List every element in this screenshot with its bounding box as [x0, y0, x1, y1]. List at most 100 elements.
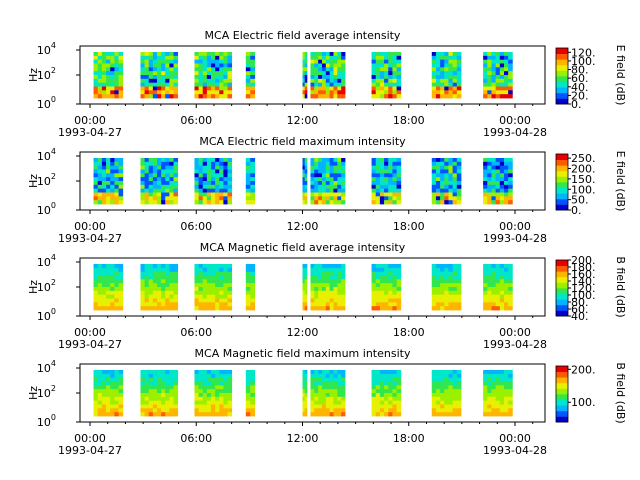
spectrogram-cell — [452, 86, 458, 91]
spectrogram-cell — [215, 267, 220, 273]
spectrogram-cell — [341, 86, 346, 91]
spectrogram-cell — [379, 196, 385, 201]
spectrogram-cell — [152, 412, 158, 417]
spectrogram-cell — [329, 55, 334, 61]
spectrogram-cell — [371, 173, 377, 178]
spectrogram-cell — [304, 283, 308, 288]
spectrogram-cell — [329, 52, 334, 57]
spectrogram-cell — [325, 370, 331, 375]
spectrogram-cell — [302, 306, 306, 311]
spectrogram-cell — [318, 298, 323, 303]
spectrogram-cell — [508, 86, 513, 91]
spectrogram-cell — [396, 264, 402, 269]
spectrogram-cell — [371, 404, 377, 409]
colorbar-label: B field (dB) — [614, 256, 627, 317]
spectrogram-cell — [431, 94, 437, 99]
spectrogram-cell — [504, 302, 509, 307]
spectrogram-cell — [144, 71, 150, 76]
spectrogram-cell — [169, 71, 174, 76]
spectrogram-cell — [114, 389, 119, 394]
colorbar-segment — [556, 309, 568, 311]
spectrogram-cell — [508, 306, 513, 311]
spectrogram-cell — [106, 385, 111, 390]
spectrogram-cell — [499, 412, 505, 417]
spectrogram-cell — [144, 290, 150, 296]
spectrogram-cell — [114, 200, 119, 205]
spectrogram-cell — [371, 82, 377, 87]
spectrogram-cell — [194, 188, 200, 193]
spectrogram-cell — [491, 370, 497, 375]
spectrogram-cell — [440, 287, 445, 292]
spectrogram-cell — [215, 52, 220, 57]
spectrogram-cell — [245, 59, 251, 64]
spectrogram-cell — [194, 373, 200, 379]
spectrogram-cell — [223, 370, 228, 375]
spectrogram-cell — [169, 196, 174, 201]
spectrogram-cell — [396, 184, 402, 190]
spectrogram-cell — [223, 396, 228, 402]
spectrogram-cell — [341, 275, 346, 280]
xtick-label: 18:00 — [393, 432, 425, 445]
spectrogram-cell — [110, 75, 115, 80]
colorbar-tick-label: 120. — [571, 282, 596, 295]
spectrogram-cell — [392, 381, 397, 386]
spectrogram-cell — [219, 184, 224, 190]
spectrogram-cell — [304, 161, 308, 167]
spectrogram-cell — [435, 192, 441, 197]
spectrogram-cell — [194, 408, 200, 413]
spectrogram-cell — [198, 86, 204, 91]
spectrogram-cell — [318, 169, 323, 174]
spectrogram-cell — [152, 404, 158, 409]
spectrogram-cell — [152, 161, 158, 167]
spectrogram-cell — [93, 75, 99, 80]
spectrogram-cell — [333, 165, 338, 170]
spectrogram-cell — [318, 404, 323, 409]
spectrogram-cell — [396, 158, 402, 163]
spectrogram-cell — [101, 161, 107, 167]
spectrogram-cell — [318, 78, 323, 84]
spectrogram-cell — [325, 400, 331, 405]
spectrogram-cell — [435, 75, 441, 80]
spectrogram-cell — [508, 412, 513, 417]
colorbar-segment — [556, 388, 568, 391]
spectrogram-cell — [206, 404, 212, 409]
xtick-label: 00:00 — [499, 220, 531, 233]
spectrogram-cell — [161, 377, 166, 382]
spectrogram-cell — [223, 408, 228, 413]
spectrogram-cell — [504, 94, 509, 99]
spectrogram-cell — [375, 71, 381, 76]
spectrogram-cell — [194, 267, 200, 273]
spectrogram-cell — [456, 264, 462, 269]
spectrogram-cell — [337, 52, 342, 57]
spectrogram-cell — [219, 302, 224, 307]
spectrogram-cell — [211, 400, 216, 405]
spectrogram-cell — [219, 408, 224, 413]
spectrogram-cell — [101, 86, 107, 91]
spectrogram-cell — [161, 55, 166, 61]
spectrogram-cell — [321, 86, 327, 91]
spectrogram-cell — [325, 294, 331, 299]
spectrogram-cell — [448, 267, 454, 273]
spectrogram-cell — [325, 158, 331, 163]
spectrogram-cell — [491, 59, 497, 64]
spectrogram-cell — [508, 389, 513, 394]
spectrogram-cell — [302, 71, 306, 76]
spectrogram-cell — [161, 275, 166, 280]
spectrogram-cell — [310, 408, 315, 413]
spectrogram-cell — [341, 302, 346, 307]
spectrogram-cell — [508, 302, 513, 307]
spectrogram-cell — [97, 177, 103, 182]
spectrogram-cell — [333, 158, 338, 163]
spectrogram-cell — [227, 381, 233, 386]
spectrogram-cell — [165, 82, 170, 87]
spectrogram-cell — [194, 192, 200, 197]
spectrogram-cell — [202, 158, 208, 163]
spectrogram-cell — [321, 200, 327, 205]
spectrogram-cell — [152, 196, 158, 201]
spectrogram-cell — [371, 200, 377, 205]
spectrogram-cell — [431, 264, 437, 269]
spectrogram-cell — [318, 408, 323, 413]
spectrogram-cell — [173, 396, 179, 402]
spectrogram-cell — [106, 408, 111, 413]
spectrogram-cell — [304, 67, 308, 72]
